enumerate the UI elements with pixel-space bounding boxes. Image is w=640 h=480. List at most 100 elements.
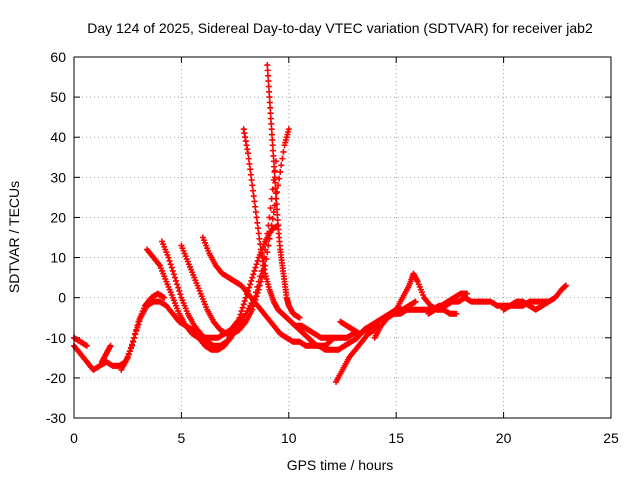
data-point [264, 249, 271, 256]
data-point [249, 274, 256, 281]
data-point [132, 331, 139, 338]
data-point [280, 148, 287, 155]
data-point [251, 198, 258, 205]
data-point [124, 354, 131, 361]
x-tick-label: 0 [70, 430, 78, 446]
series-trace-13 [337, 318, 363, 337]
data-point [252, 203, 259, 210]
data-point [83, 342, 90, 349]
data-point [268, 131, 275, 138]
data-point [271, 174, 278, 181]
data-point [135, 321, 142, 328]
y-tick-label: 50 [50, 89, 66, 105]
series-trace-17 [500, 298, 552, 313]
x-tick-label: 15 [388, 430, 404, 446]
data-point [277, 168, 284, 175]
data-point [266, 94, 273, 101]
y-tick-label: 20 [50, 209, 66, 225]
data-point [134, 324, 141, 331]
data-point [242, 294, 249, 301]
y-tick-label: 10 [50, 250, 66, 266]
series-trace-3 [98, 342, 114, 365]
x-tick-label: 20 [496, 430, 512, 446]
data-point [272, 190, 279, 197]
data-point [251, 267, 258, 274]
chart-title: Day 124 of 2025, Sidereal Day-to-day VTE… [87, 20, 593, 36]
y-tick-label: 0 [58, 290, 66, 306]
data-point [257, 278, 264, 285]
data-point [264, 67, 271, 74]
data-point [167, 261, 174, 268]
data-point [170, 271, 177, 278]
data-point [126, 348, 133, 355]
data-point [252, 264, 259, 271]
data-point [136, 318, 143, 325]
y-tick-label: -10 [46, 330, 66, 346]
data-point [175, 284, 182, 291]
data-point [268, 222, 275, 229]
data-point [273, 206, 280, 213]
data-point [238, 308, 245, 315]
data-point [255, 286, 262, 293]
data-point [166, 257, 173, 264]
data-point [269, 142, 276, 149]
data-point [165, 254, 172, 261]
data-point [270, 209, 277, 216]
data-point [253, 293, 260, 300]
data-point [270, 152, 277, 159]
data-point [256, 282, 263, 289]
series-trace-12 [333, 326, 378, 385]
data-point [562, 282, 569, 289]
data-point [241, 298, 248, 305]
data-point [265, 83, 272, 90]
series-trace-7 [178, 126, 292, 337]
series-trace-8 [199, 234, 419, 353]
data-point [272, 185, 279, 192]
data-point [250, 187, 256, 194]
series-trace-10 [264, 62, 303, 321]
data-point [247, 166, 254, 173]
data-point [176, 287, 183, 294]
x-axis-label: GPS time / hours [287, 457, 394, 473]
data-point [268, 120, 275, 127]
data-point [240, 301, 247, 308]
data-point [168, 264, 175, 271]
data-point [128, 341, 135, 348]
data-point [296, 314, 303, 321]
y-tick-label: -30 [46, 410, 66, 426]
data-point [265, 78, 272, 85]
data-point [274, 211, 281, 218]
data-point [464, 290, 471, 297]
data-point [272, 179, 279, 186]
data-point [244, 150, 251, 157]
data-point [173, 277, 180, 284]
data-point [267, 229, 274, 236]
data-point [267, 115, 274, 122]
data-point [237, 311, 244, 318]
data-point [268, 126, 275, 133]
data-point [270, 147, 277, 154]
data-point [255, 230, 262, 237]
data-points [71, 62, 569, 385]
data-point [253, 261, 260, 268]
data-point [247, 281, 254, 288]
data-point [266, 214, 273, 221]
data-point [273, 201, 280, 208]
data-point [269, 215, 276, 222]
y-tick-label: 30 [50, 169, 66, 185]
data-point [247, 171, 254, 178]
data-point [267, 104, 274, 111]
data-point [250, 193, 257, 200]
data-point [256, 235, 263, 242]
data-point [130, 338, 137, 345]
data-point [169, 267, 176, 274]
data-point [266, 235, 273, 242]
data-point [263, 255, 270, 262]
axis-ticks: -30 -20 -10 0 10 20 30 40 50 60 0 5 10 15 20 25 [46, 49, 619, 446]
data-point [107, 342, 114, 349]
data-point [257, 241, 264, 248]
y-tick-label: 40 [50, 129, 66, 145]
data-point [453, 310, 460, 317]
